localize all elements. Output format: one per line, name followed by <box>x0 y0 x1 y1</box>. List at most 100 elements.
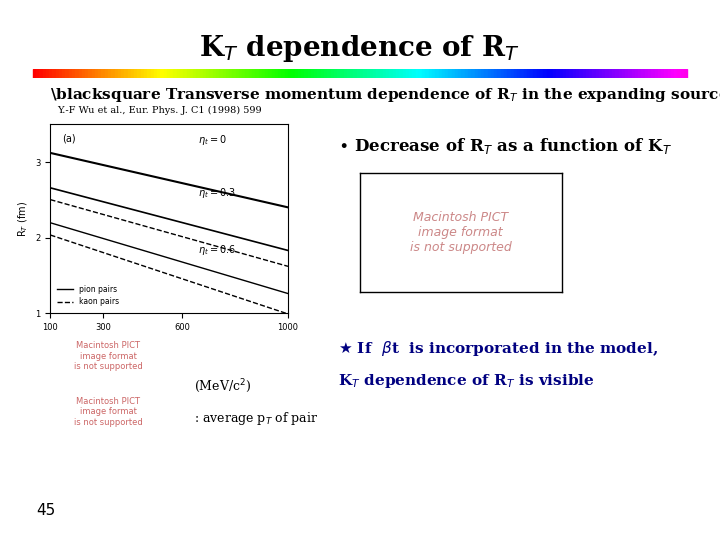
Bar <box>203 69 206 78</box>
Bar <box>91 69 95 78</box>
Bar <box>678 69 680 78</box>
Bar <box>53 69 55 78</box>
Bar <box>580 69 582 78</box>
Bar <box>170 69 174 78</box>
Bar <box>301 69 305 78</box>
Bar <box>102 69 104 78</box>
Bar <box>46 69 49 78</box>
Bar <box>157 69 161 78</box>
Bar <box>445 69 449 78</box>
Bar <box>262 69 265 78</box>
Bar <box>163 69 167 78</box>
Bar <box>487 69 491 78</box>
Bar <box>652 69 654 78</box>
Bar <box>62 69 66 78</box>
Bar <box>32 69 36 78</box>
Bar <box>674 69 678 78</box>
Bar <box>658 69 661 78</box>
Bar <box>161 69 163 78</box>
Bar <box>278 69 282 78</box>
Bar <box>298 69 301 78</box>
Bar <box>72 69 76 78</box>
Bar <box>563 69 566 78</box>
Bar <box>379 69 383 78</box>
Bar <box>104 69 108 78</box>
Bar <box>508 69 510 78</box>
Text: $\bullet$ Decrease of R$_T$ as a function of K$_T$: $\bullet$ Decrease of R$_T$ as a functio… <box>338 136 672 156</box>
Bar <box>42 69 46 78</box>
Bar <box>292 69 294 78</box>
Bar <box>318 69 320 78</box>
Bar <box>458 69 462 78</box>
Bar <box>478 69 481 78</box>
Bar <box>206 69 210 78</box>
Bar <box>364 69 366 78</box>
Bar <box>305 69 307 78</box>
Bar <box>193 69 197 78</box>
Bar <box>328 69 330 78</box>
Bar <box>498 69 500 78</box>
Bar <box>199 69 203 78</box>
Bar <box>544 69 546 78</box>
Bar <box>527 69 530 78</box>
Text: $\bigstar$ If  $\beta$t  is incorporated in the model,: $\bigstar$ If $\beta$t is incorporated i… <box>338 339 658 358</box>
Bar <box>390 69 392 78</box>
Bar <box>186 69 190 78</box>
Bar <box>602 69 606 78</box>
Bar <box>419 69 422 78</box>
Bar <box>550 69 553 78</box>
Bar <box>386 69 390 78</box>
Bar <box>582 69 586 78</box>
Bar <box>176 69 180 78</box>
Bar <box>392 69 396 78</box>
Bar <box>307 69 311 78</box>
Bar <box>464 69 468 78</box>
Bar <box>89 69 91 78</box>
Bar <box>229 69 233 78</box>
Bar <box>570 69 572 78</box>
Bar <box>546 69 550 78</box>
Bar <box>180 69 184 78</box>
Text: $\eta_t = 0$: $\eta_t = 0$ <box>198 133 226 147</box>
Bar <box>665 69 667 78</box>
Bar <box>114 69 118 78</box>
Bar <box>402 69 406 78</box>
Bar <box>343 69 347 78</box>
Bar <box>330 69 334 78</box>
Bar <box>566 69 570 78</box>
Bar <box>131 69 134 78</box>
Bar <box>366 69 370 78</box>
Bar <box>150 69 154 78</box>
Bar <box>530 69 534 78</box>
Bar <box>468 69 472 78</box>
Bar <box>226 69 229 78</box>
Bar <box>140 69 144 78</box>
Bar <box>472 69 474 78</box>
Bar <box>671 69 674 78</box>
Bar <box>481 69 485 78</box>
Bar <box>494 69 498 78</box>
Bar <box>167 69 170 78</box>
Bar <box>400 69 402 78</box>
Bar <box>485 69 487 78</box>
Bar <box>629 69 631 78</box>
Bar <box>667 69 671 78</box>
Bar <box>648 69 652 78</box>
Bar <box>606 69 608 78</box>
Bar <box>184 69 186 78</box>
Text: Macintosh PICT
image format
is not supported: Macintosh PICT image format is not suppo… <box>410 211 512 254</box>
Bar <box>148 69 150 78</box>
Bar <box>294 69 298 78</box>
Bar <box>265 69 269 78</box>
Bar <box>125 69 127 78</box>
Bar <box>68 69 72 78</box>
Bar <box>55 69 59 78</box>
Bar <box>82 69 85 78</box>
Bar <box>154 69 157 78</box>
Bar <box>534 69 536 78</box>
Bar <box>631 69 635 78</box>
Bar <box>275 69 278 78</box>
Bar <box>638 69 642 78</box>
Bar <box>108 69 112 78</box>
Bar <box>118 69 121 78</box>
